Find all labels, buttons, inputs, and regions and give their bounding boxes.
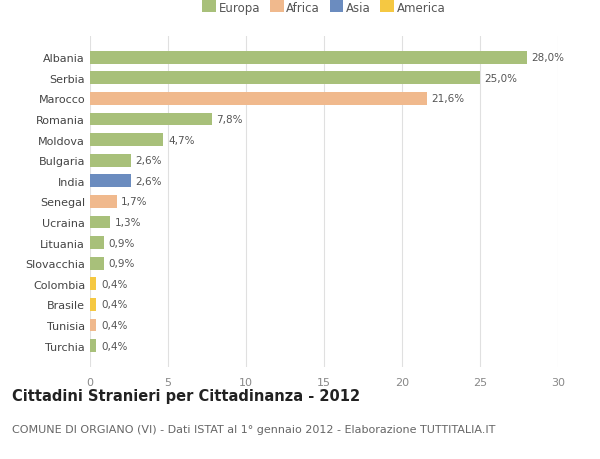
Bar xyxy=(90,72,480,85)
Bar xyxy=(90,216,110,229)
Bar xyxy=(90,52,527,64)
Text: 0,4%: 0,4% xyxy=(101,341,127,351)
Text: 0,4%: 0,4% xyxy=(101,279,127,289)
Bar xyxy=(90,237,104,249)
Bar xyxy=(90,155,131,167)
Text: 25,0%: 25,0% xyxy=(485,74,518,84)
Text: 28,0%: 28,0% xyxy=(532,53,565,63)
Bar xyxy=(90,319,96,332)
Bar xyxy=(90,340,96,352)
Bar xyxy=(90,298,96,311)
Text: Cittadini Stranieri per Cittadinanza - 2012: Cittadini Stranieri per Cittadinanza - 2… xyxy=(12,388,360,403)
Text: 0,4%: 0,4% xyxy=(101,320,127,330)
Text: 1,3%: 1,3% xyxy=(115,218,142,228)
Bar xyxy=(90,278,96,291)
Text: COMUNE DI ORGIANO (VI) - Dati ISTAT al 1° gennaio 2012 - Elaborazione TUTTITALIA: COMUNE DI ORGIANO (VI) - Dati ISTAT al 1… xyxy=(12,425,496,435)
Text: 0,9%: 0,9% xyxy=(109,238,135,248)
Bar xyxy=(90,175,131,188)
Text: 2,6%: 2,6% xyxy=(135,176,162,186)
Text: 1,7%: 1,7% xyxy=(121,197,148,207)
Legend: Europa, Africa, Asia, America: Europa, Africa, Asia, America xyxy=(200,0,448,17)
Text: 0,9%: 0,9% xyxy=(109,258,135,269)
Text: 0,4%: 0,4% xyxy=(101,300,127,310)
Text: 7,8%: 7,8% xyxy=(217,115,243,125)
Bar xyxy=(90,196,116,208)
Text: 21,6%: 21,6% xyxy=(431,94,465,104)
Text: 4,7%: 4,7% xyxy=(168,135,194,146)
Bar xyxy=(90,93,427,106)
Bar xyxy=(90,134,163,147)
Bar xyxy=(90,257,104,270)
Bar xyxy=(90,113,212,126)
Text: 2,6%: 2,6% xyxy=(135,156,162,166)
